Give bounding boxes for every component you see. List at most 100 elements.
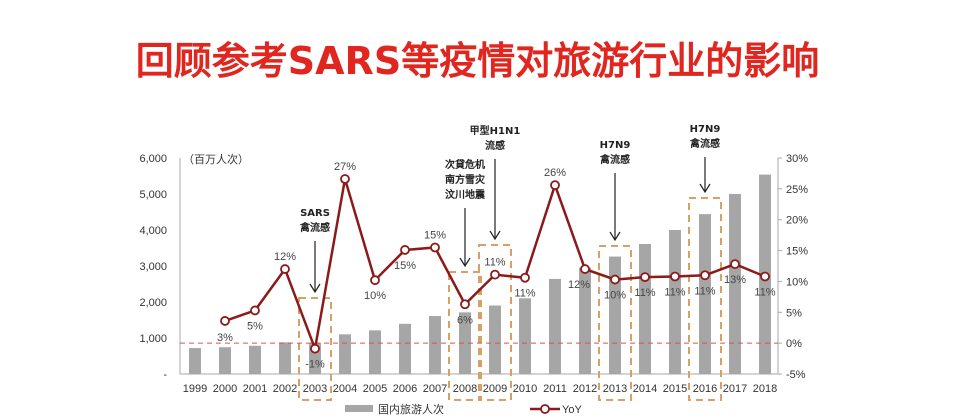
left-tick-label: 2,000 [139,297,167,309]
x-tick-label: 2011 [543,383,567,395]
yoy-point-2004 [340,174,350,184]
yoy-data-label: 3% [217,332,233,344]
yoy-data-label: 10% [364,290,386,302]
legend-label-bars: 国内旅游人次 [378,402,444,416]
yoy-data-label: 5% [247,320,263,332]
x-tick-label: 2006 [393,383,417,395]
arrow-head-icon [609,231,621,242]
highlight-box-2016 [688,197,722,401]
right-tick-label: -5% [786,369,806,381]
left-tick-label: 4,000 [139,225,167,237]
x-tick-label: 2010 [513,383,537,395]
yoy-data-label: 11% [694,285,715,297]
x-tick-label: 2005 [363,383,387,395]
yoy-point-2015 [670,271,680,282]
event-annotation: 流感 [485,139,505,152]
bar-2005 [369,330,381,374]
x-tick-label: 2008 [453,383,477,395]
left-tick-label: - [163,369,167,381]
x-tick-label: 2018 [753,383,777,395]
yoy-point-2014 [640,272,650,283]
yoy-point-2012 [580,264,590,274]
yoy-point-2013 [610,274,620,285]
highlight-box-2013 [598,245,632,401]
left-tick-label: 1,000 [139,333,167,345]
bar-2000 [219,347,231,374]
bar-2004 [339,334,351,374]
right-tick-label: 15% [786,246,808,258]
x-tick-label: 2012 [573,383,597,395]
right-tick-label: 30% [786,153,808,165]
yoy-point-2007 [430,242,440,253]
highlight-box-2009 [478,244,512,401]
x-tick-label: 2007 [423,383,447,395]
unit-label: （百万人次） [183,152,249,166]
event-annotation: 禽流感 [299,221,330,234]
arrow-head-icon [309,283,321,294]
yoy-point-2010 [520,272,530,283]
x-tick-label: 2016 [693,383,717,395]
bar-2016 [699,214,711,374]
bar-2010 [519,298,531,374]
x-tick-label: 1999 [183,383,207,395]
bar-2011 [549,278,561,374]
yoy-data-label: 10% [604,290,626,302]
yoy-point-2002 [280,264,290,274]
yoy-point-2017 [730,259,740,270]
yoy-point-2005 [370,275,380,286]
legend-label-yoy: YoY [562,404,582,416]
yoy-point-2018 [760,271,770,282]
legend-marker-icon [540,404,550,414]
x-tick-label: 2017 [723,383,747,395]
event-annotation: H7N9 [690,124,721,135]
left-tick-label: 6,000 [139,153,167,165]
yoy-point-2001 [250,305,260,316]
bar-2001 [249,345,261,374]
yoy-data-label: 11% [484,257,505,269]
highlight-box-2008 [448,271,482,401]
x-tick-label: 2003 [303,383,327,395]
event-annotation: 汶川地震 [445,188,486,201]
right-tick-label: 20% [786,215,808,227]
x-tick-label: 2004 [333,383,357,395]
yoy-data-label: 11% [634,287,655,299]
event-annotation: 禽流感 [599,153,630,166]
bar-2002 [279,342,291,374]
yoy-point-2008 [460,299,470,310]
event-annotation: 次貸危机 [445,158,485,171]
bar-2017 [729,193,741,374]
yoy-data-label: 15% [424,229,446,241]
right-tick-label: 0% [786,338,802,350]
x-tick-label: 2009 [483,383,507,395]
yoy-point-2003 [310,343,320,354]
legend-bar-swatch [345,405,373,412]
bar-2013 [609,256,621,374]
event-annotation: 南方雪灾 [445,173,486,186]
yoy-data-label: 27% [334,161,356,173]
arrow-head-icon [699,183,711,194]
event-annotation: 甲型H1N1 [470,124,521,137]
yoy-data-label: 26% [544,167,566,179]
right-tick-label: 25% [786,184,808,196]
yoy-point-2006 [400,245,410,255]
bar-2012 [579,267,591,374]
yoy-data-label: 11% [664,286,685,298]
event-annotation: 禽流感 [689,137,720,150]
yoy-point-2016 [700,270,710,281]
bar-2007 [429,316,441,374]
yoy-point-2011 [550,180,560,191]
x-tick-label: 2001 [243,383,267,395]
bar-2014 [639,244,651,374]
right-tick-label: 10% [786,276,808,288]
yoy-data-label: 12% [274,251,296,263]
x-tick-label: 2000 [213,383,237,395]
bar-2009 [489,305,501,374]
arrow-head-icon [459,257,471,268]
yoy-data-label: 11% [514,288,535,300]
yoy-data-label: 12% [568,279,590,291]
yoy-data-label: 15% [394,260,416,272]
yoy-data-label: 6% [457,314,473,326]
bar-2006 [399,323,411,374]
x-tick-label: 2015 [663,383,687,395]
